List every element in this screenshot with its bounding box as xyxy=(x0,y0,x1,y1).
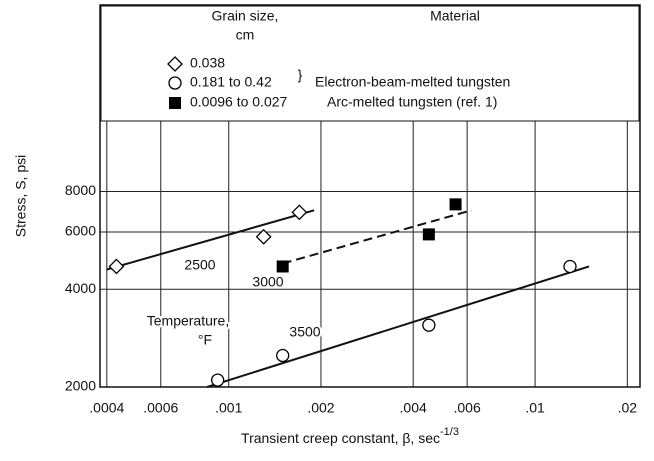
legend-material: Electron-beam-melted tungsten xyxy=(315,74,510,90)
x-axis-label-exponent: -1/3 xyxy=(440,426,459,438)
annotation: 3500 xyxy=(289,324,320,340)
annotation: Temperature, xyxy=(147,313,229,329)
legend-material: Arc-melted tungsten (ref. 1) xyxy=(327,94,497,110)
fit-line xyxy=(206,265,590,388)
fit-line xyxy=(106,209,315,271)
annotation: 2500 xyxy=(184,257,215,273)
x-tick-label: .0006 xyxy=(143,400,178,416)
x-tick-label: .01 xyxy=(525,400,545,416)
fit-line xyxy=(282,209,472,265)
data-point xyxy=(422,318,436,332)
x-tick-label: .002 xyxy=(307,400,334,416)
legend-box xyxy=(100,5,640,122)
y-tick-label: 4000 xyxy=(65,280,96,296)
legend-label: 0.181 to 0.42 xyxy=(190,74,272,90)
data-point xyxy=(276,348,290,363)
data-point xyxy=(563,259,577,274)
y-tick-label: 2000 xyxy=(65,378,96,394)
data-point xyxy=(108,258,125,275)
legend-header: Grain size, xyxy=(212,8,279,24)
legend-marker xyxy=(167,56,183,72)
legend-header: Material xyxy=(430,8,480,24)
annotation: °F xyxy=(198,332,212,348)
x-axis-label-text: Transient creep constant, β, sec xyxy=(241,430,440,446)
data-point xyxy=(449,198,462,211)
x-tick-label: .006 xyxy=(454,400,481,416)
plot-frame xyxy=(99,4,641,388)
x-tick-label: .02 xyxy=(618,400,638,416)
x-axis-label: Transient creep constant, β, sec-1/3 xyxy=(241,426,459,446)
x-tick-label: .001 xyxy=(215,400,242,416)
legend-marker xyxy=(169,97,181,109)
x-tick-label: .004 xyxy=(400,400,427,416)
y-tick-label: 8000 xyxy=(65,182,96,198)
y-axis-label: Stress, S, psi xyxy=(13,155,29,237)
legend-label: 0.0096 to 0.027 xyxy=(190,94,288,110)
data-point xyxy=(422,228,435,241)
data-point xyxy=(276,260,289,273)
annotation: 3000 xyxy=(252,274,283,290)
y-tick-label: 6000 xyxy=(65,223,96,239)
legend-header: cm xyxy=(236,27,255,43)
x-tick-label: .0004 xyxy=(89,400,124,416)
data-point xyxy=(210,373,225,387)
legend-marker xyxy=(168,76,182,90)
legend-brace: } xyxy=(298,67,303,83)
data-point xyxy=(291,204,308,221)
legend-label: 0.038 xyxy=(190,55,225,71)
data-point xyxy=(255,228,272,245)
